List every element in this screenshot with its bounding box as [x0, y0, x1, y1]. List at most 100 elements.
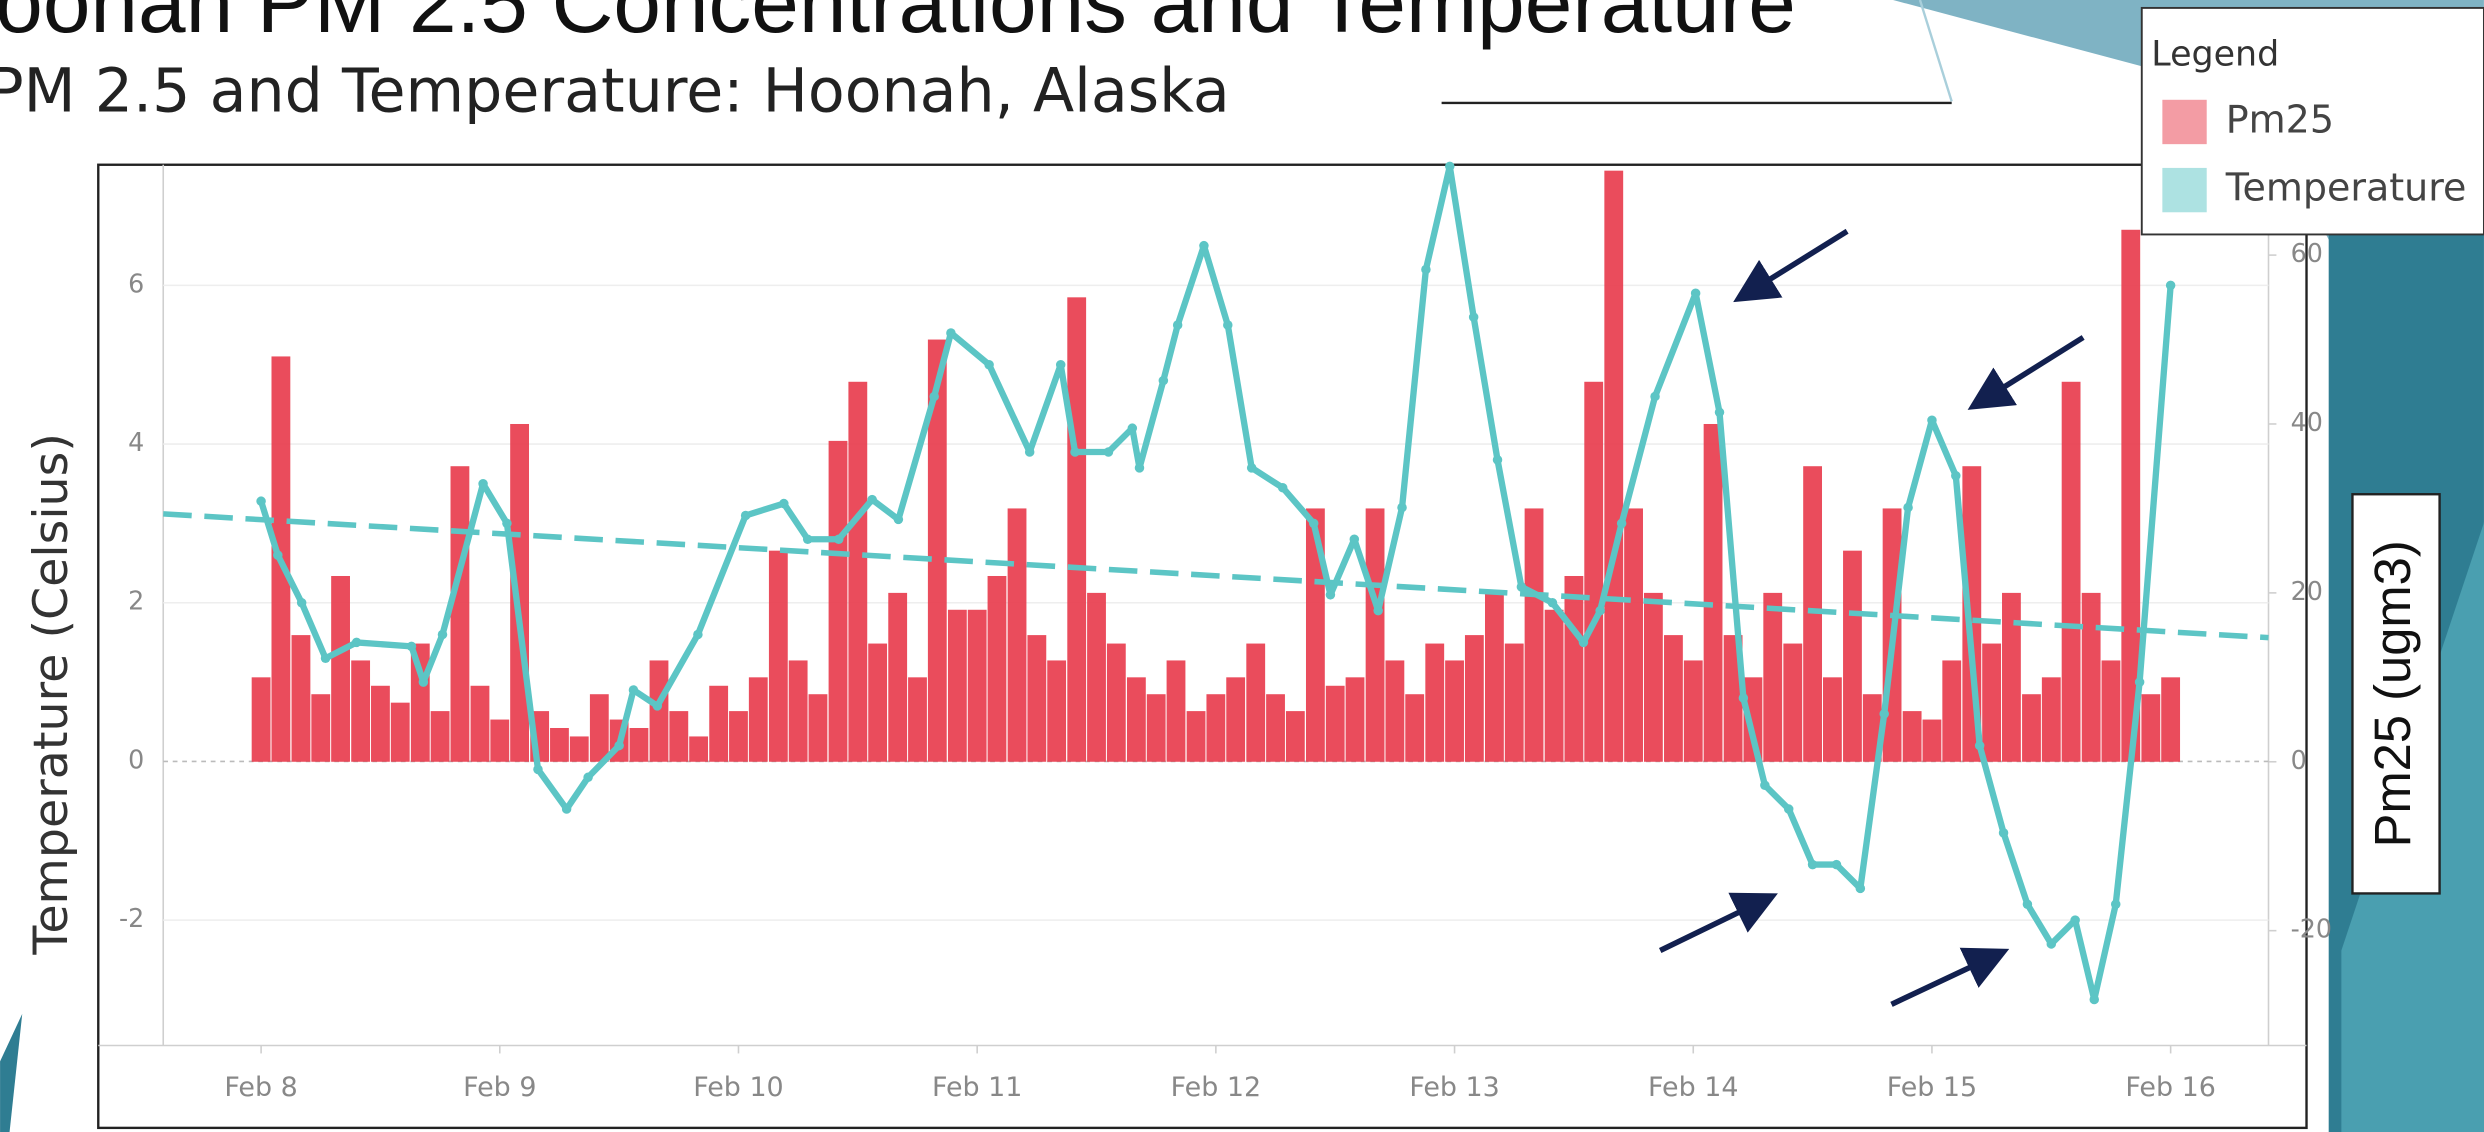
temperature-point [1445, 161, 1455, 172]
temperature-point [1277, 482, 1288, 493]
temperature-point [437, 629, 448, 640]
pm25-bar [908, 677, 927, 762]
pm25-bar [1365, 508, 1385, 762]
pm25-bar [390, 702, 410, 762]
y-tick-label: 4 [128, 427, 144, 457]
temperature-point [802, 534, 813, 545]
pm25-bar [1504, 643, 1524, 762]
temperature-point [1246, 463, 1257, 473]
temperature-point [693, 629, 703, 640]
temperature-point [740, 510, 751, 521]
temperature-point [779, 498, 789, 509]
pm25-bar [1703, 423, 1723, 762]
y-tick-label: 6 [128, 268, 144, 298]
temperature-point [478, 478, 488, 489]
legend-swatch [2162, 99, 2207, 145]
pm25-bar [251, 677, 271, 762]
temperature-point [320, 653, 331, 664]
pm25-bar [2121, 229, 2141, 762]
temperature-point [2089, 994, 2100, 1005]
pm25-bar [1106, 643, 1126, 762]
temperature-point [1714, 407, 1725, 418]
pm25-bar [1445, 660, 1464, 762]
pm25-bar [1664, 635, 1683, 762]
temperature-point [1349, 534, 1360, 545]
pm25-bar [2022, 694, 2041, 762]
pm25-bar [430, 711, 450, 762]
temperature-point [1172, 320, 1183, 330]
pm25-bar [1564, 575, 1584, 762]
pm25-bar [2061, 381, 2081, 762]
temperature-point [2110, 899, 2121, 910]
pm25-bar [1643, 592, 1663, 762]
pm25-bar [1624, 508, 1643, 762]
pm25-bar [1485, 592, 1504, 762]
pm25-bar [848, 381, 868, 762]
y2-tick-label: 40 [2291, 407, 2323, 437]
pm25-bar [1763, 592, 1783, 762]
legend-title: Legend [2151, 34, 2279, 74]
pm25-bar [828, 440, 848, 762]
pm25-bar [1325, 685, 1345, 762]
temperature-line [258, 163, 2174, 1003]
pm25-bar [589, 694, 609, 762]
pm25-bar [868, 643, 888, 762]
pm25-bar [1803, 466, 1823, 762]
x-tick-label: Feb 14 [1648, 1072, 1738, 1103]
temperature-point [652, 701, 663, 711]
chart-subtitle: PM 2.5 and Temperature: Hoonah, Alaska [0, 57, 1230, 127]
annotation-arrows [1658, 228, 2085, 1007]
temperature-point [533, 764, 543, 775]
legend-label: Pm25 [2226, 97, 2334, 141]
pm25-bar [1146, 694, 1166, 762]
x-tick-label: Feb 9 [463, 1072, 536, 1103]
pm25-bar [2101, 660, 2121, 762]
pm25-bar [1902, 711, 1922, 762]
temperature-point [1760, 780, 1770, 790]
temperature-point [1595, 605, 1605, 616]
y-tick-label: 2 [128, 586, 144, 616]
pm25-bar [569, 736, 589, 762]
decor-shape [0, 1013, 23, 1132]
temperature-point [1650, 391, 1660, 402]
temperature-point [502, 518, 512, 529]
temperature-point [1223, 320, 1233, 330]
temperature-point [1421, 264, 1431, 275]
pm25-bar [1544, 609, 1564, 762]
temperature-point [1690, 288, 1701, 299]
temperature-point [984, 359, 994, 370]
decor-line [1918, 0, 1953, 102]
pm25-bar [2161, 677, 2181, 762]
pm25-bar [1027, 635, 1047, 762]
pm25-bar [1385, 660, 1405, 762]
pm25-bar [1425, 643, 1445, 762]
temperature-point [1903, 502, 1913, 513]
pm25-bar [927, 339, 947, 762]
x-tick-label: Feb 8 [224, 1072, 297, 1103]
pm25-bar [967, 609, 987, 762]
temperature-point [2022, 899, 2033, 910]
y2-tick-label: 0 [2291, 745, 2307, 775]
pm25-bar [1226, 677, 1246, 762]
legend-label: Temperature [2225, 166, 2467, 210]
temperature-point [628, 685, 639, 695]
pm25-bar [1266, 694, 1285, 762]
temperature-point [1308, 518, 1319, 529]
pm25-bar [2081, 592, 2101, 762]
temperature-point [1373, 605, 1383, 616]
temperature-point [1103, 447, 1114, 457]
pm25-bar [1464, 635, 1484, 762]
temperature-point [1879, 709, 1889, 719]
pm25-bar [490, 719, 510, 762]
pm25-bar [1783, 643, 1803, 762]
temperature-point [296, 597, 307, 608]
temperature-point [418, 677, 429, 687]
x-tick-label: Feb 11 [932, 1072, 1022, 1103]
temperature-point [2165, 280, 2176, 291]
pm25-bar [2141, 694, 2161, 762]
temperature-point [1325, 590, 1336, 600]
temperature-point [1055, 359, 1066, 370]
